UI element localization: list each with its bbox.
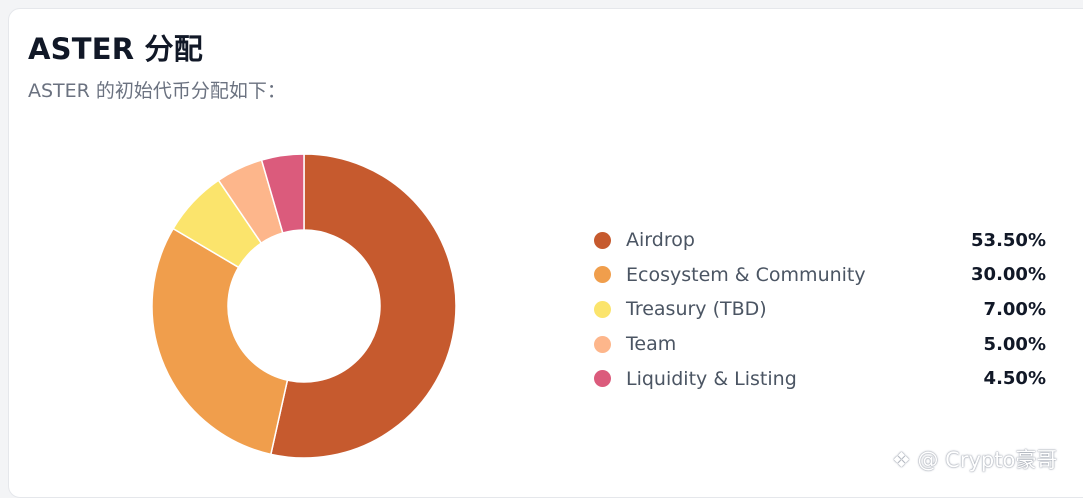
chart-subtitle: ASTER 的初始代币分配如下： <box>28 80 286 102</box>
legend-label: Liquidity & Listing <box>626 367 797 390</box>
legend-item-ecosystem-community[interactable]: Ecosystem & Community 30.00% <box>594 258 1054 293</box>
chart-title: ASTER 分配 <box>28 32 203 66</box>
legend-label: Treasury (TBD) <box>626 298 767 321</box>
legend-swatch <box>594 266 611 284</box>
watermark: ❖ @ Crypto豪哥 <box>892 448 1058 472</box>
legend-item-treasury-tbd[interactable]: Treasury (TBD) 7.00% <box>594 292 1054 327</box>
legend-label: Ecosystem & Community <box>626 263 866 286</box>
legend-swatch <box>594 300 611 318</box>
legend-label: Team <box>626 333 677 356</box>
legend-value: 5.00% <box>983 333 1046 355</box>
legend-value: 4.50% <box>983 368 1046 390</box>
chart-legend: Airdrop 53.50% Ecosystem & Community 30.00%… <box>594 223 1054 396</box>
legend-swatch <box>594 370 611 388</box>
legend-label: Airdrop <box>626 229 695 252</box>
legend-item-team[interactable]: Team 5.00% <box>594 327 1054 362</box>
legend-item-liquidity-listing[interactable]: Liquidity & Listing 4.50% <box>594 361 1054 396</box>
donut-slice-liquidity-listing[interactable] <box>260 153 305 234</box>
legend-item-airdrop[interactable]: Airdrop 53.50% <box>594 223 1054 258</box>
legend-swatch <box>594 231 611 249</box>
legend-value: 30.00% <box>971 264 1046 286</box>
legend-value: 7.00% <box>983 298 1046 320</box>
legend-swatch <box>594 335 611 353</box>
donut-slice-airdrop[interactable] <box>269 153 457 459</box>
legend-value: 53.50% <box>971 229 1046 251</box>
donut-chart <box>151 153 457 459</box>
donut-slice-ecosystem-community[interactable] <box>151 227 289 456</box>
